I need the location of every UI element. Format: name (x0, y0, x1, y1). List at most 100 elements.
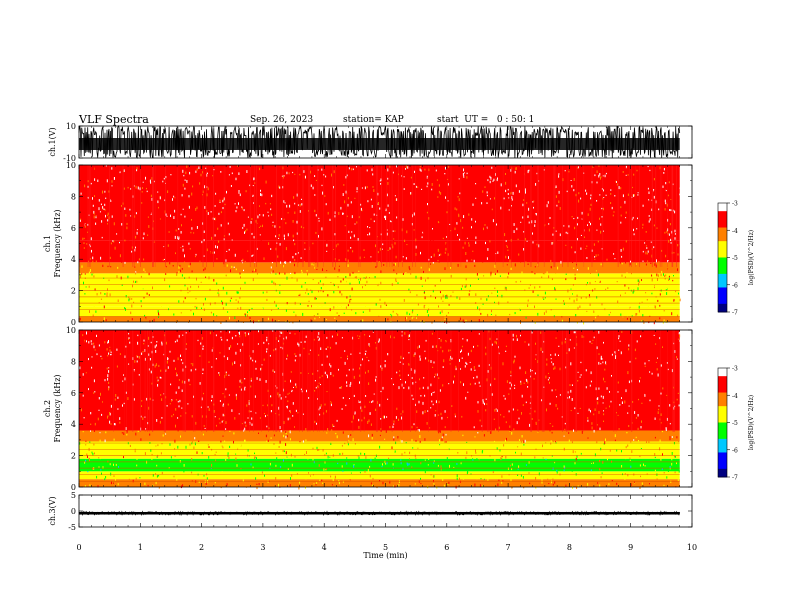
colorbar-segment (718, 417, 727, 421)
colorbar-segment (718, 265, 727, 269)
panel-ch1-spectrogram: -3 -4 -5 -6 -7 log(PSD)(V^2/Hz) 0 2 4 6 8 10 ch.1Fre… (43, 161, 755, 327)
spectrogram-band (79, 330, 680, 409)
colorbar-segment (718, 400, 727, 404)
colorbar-segment (718, 208, 727, 212)
colorbar-segment (718, 422, 727, 426)
colorbar-tick-label: -5 (732, 420, 738, 427)
colorbar-segment (718, 282, 727, 286)
x-tick-label: 8 (567, 543, 572, 552)
x-tick-label: 10 (687, 543, 697, 552)
colorbar-segment (718, 262, 727, 267)
colorbar-segment (718, 430, 727, 434)
y-tick-label: 8 (71, 357, 76, 366)
station-label: station= KAP (343, 115, 404, 125)
colorbar-segment (718, 474, 727, 478)
colorbar-segment (718, 211, 727, 215)
spectrogram-texture (79, 330, 681, 490)
colorbar-segment (718, 381, 727, 385)
y-axis-label-line: ch.2 (43, 400, 52, 417)
x-axis-label: Time (min) (363, 551, 407, 560)
waveform-trace (78, 125, 681, 159)
colorbar-segment (718, 246, 727, 250)
colorbar-segment (718, 452, 727, 456)
colorbar-segment (718, 243, 727, 248)
colorbar-segment (718, 271, 727, 275)
y-tick-label: 8 (71, 192, 76, 201)
colorbar-segment (718, 378, 727, 383)
spectrogram-band (79, 430, 680, 442)
x-tick-label: 4 (322, 543, 327, 552)
spectrogram-texture (79, 165, 681, 325)
start-time-label: start UT = 0 : 50: 1 (437, 115, 535, 125)
colorbar-segment (718, 260, 727, 264)
colorbar-segment (718, 444, 727, 448)
colorbar-label: log(PSD)(V^2/Hz) (748, 230, 755, 285)
panel-frame (78, 494, 693, 528)
y-tick-label: 10 (66, 161, 76, 170)
y-axis-label-line: Frequency (kHz) (53, 374, 62, 442)
panel-ch3-waveform: 5 0 -5 ch.3(V) (48, 491, 693, 532)
colorbar-segment (718, 219, 727, 223)
colorbar-segment (718, 433, 727, 437)
colorbar-segment (718, 447, 727, 451)
y-tick-label: 2 (71, 287, 76, 296)
x-tick-label: 0 (76, 543, 81, 552)
y-axis-label-line: ch.1(V) (48, 127, 57, 156)
y-tick-label: 2 (71, 452, 76, 461)
colorbar-segment (718, 389, 727, 394)
colorbar-segment (718, 471, 727, 475)
colorbar-segment (718, 419, 727, 423)
colorbar-segment (718, 414, 727, 418)
colorbar-segment (718, 455, 727, 459)
colorbar-segment (718, 254, 727, 258)
colorbar-segment (718, 241, 727, 245)
colorbar-tick-label: -5 (732, 255, 738, 262)
colorbar-segment (718, 384, 727, 388)
colorbar-tick-label: -4 (732, 228, 738, 235)
colorbar-segment (718, 252, 727, 256)
colorbar-segment (718, 306, 727, 310)
y-axis-label-line: ch.3(V) (48, 496, 57, 525)
colorbar-segment (718, 376, 727, 380)
colorbar-segment (718, 292, 727, 297)
waveform-core (79, 138, 680, 150)
spectrogram-band (79, 479, 680, 487)
y-tick-label: -10 (63, 154, 76, 163)
spectrogram-band (79, 471, 680, 480)
y-tick-label: 5 (71, 491, 76, 500)
colorbar-segment (718, 295, 727, 299)
colorbar-segment (718, 232, 727, 237)
x-tick-label: 7 (506, 543, 511, 552)
x-tick-label: 3 (260, 543, 265, 552)
colorbar-segment (718, 203, 727, 207)
y-tick-label: 0 (71, 318, 76, 327)
colorbar-segment (718, 249, 727, 253)
colorbar-segment (718, 224, 727, 229)
colorbar-segment (718, 284, 727, 288)
colorbar-segment (718, 449, 727, 453)
y-axis-label-line: Frequency (kHz) (53, 209, 62, 277)
panel-ch2-spectrogram: -3 -4 -5 -6 -7 log(PSD)(V^2/Hz) 0 2 4 6 8 10 ch.2Fre… (43, 326, 755, 492)
x-tick-label: 1 (138, 543, 143, 552)
colorbar-segment (718, 387, 727, 391)
colorbar-segment (718, 466, 727, 470)
colorbar-segment (718, 287, 727, 291)
colorbar-segment (718, 205, 727, 209)
colorbar-segment (718, 373, 727, 377)
x-tick-label: 6 (444, 543, 449, 552)
colorbar-segment (718, 392, 727, 396)
colorbar-segment (718, 222, 727, 226)
colorbar-segment (718, 301, 727, 305)
y-tick-label: 4 (71, 420, 76, 429)
colorbar-segment (718, 290, 727, 294)
y-tick-label: 0 (71, 507, 76, 516)
waveform (78, 510, 681, 517)
spectrogram-band (79, 441, 680, 459)
colorbar-tick-label: -7 (732, 475, 738, 482)
colorbar: -3 -4 -5 -6 -7 log(PSD)(V^2/Hz) (717, 201, 755, 317)
colorbar-segment (718, 309, 727, 313)
colorbar-segment (718, 370, 727, 374)
colorbar-segment (718, 425, 727, 429)
colorbar-segment (718, 406, 727, 410)
